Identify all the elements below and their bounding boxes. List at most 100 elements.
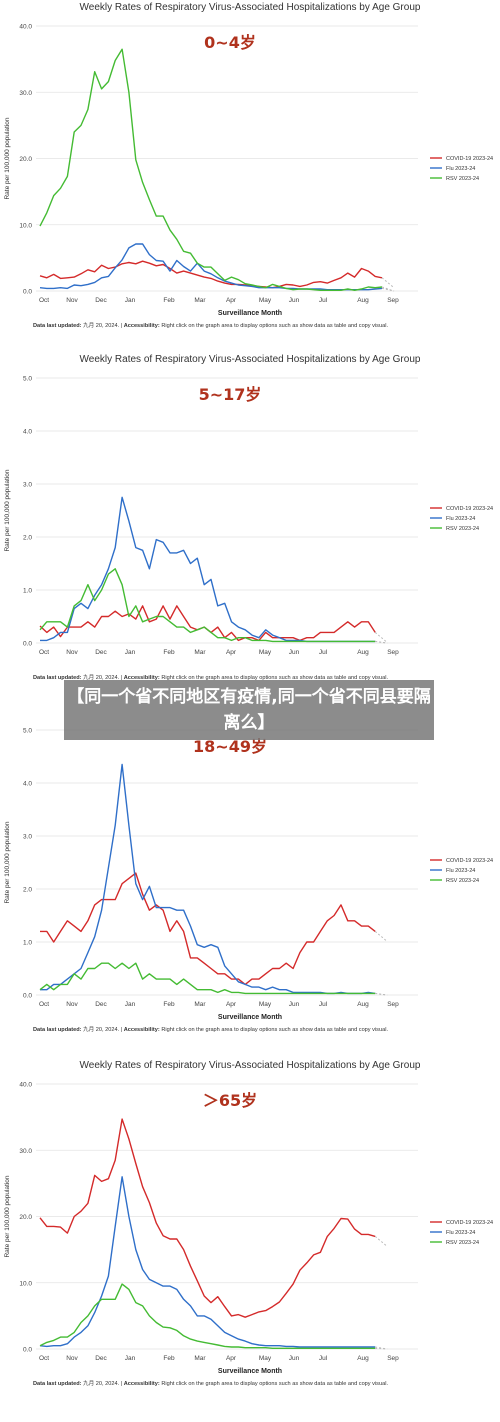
y-tick-label: 0.0	[23, 641, 32, 648]
x-tick-label: Oct	[39, 297, 49, 304]
footnote-accessibility-text: Right click on the graph area to display…	[159, 675, 389, 681]
legend-label: Flu 2023-24	[446, 868, 475, 874]
legend-label: Flu 2023-24	[446, 516, 475, 522]
footnote: Data last updated: 九月 20, 2024. | Access…	[33, 673, 388, 681]
projection-dots	[374, 931, 388, 942]
x-tick-label: Nov	[66, 1355, 78, 1362]
overlay-banner: 【同一个省不同地区有疫情,同一个省不同县要隔离么】	[64, 680, 434, 740]
x-tick-label: Feb	[163, 1355, 175, 1362]
legend-label: COVID-19 2023-24	[446, 858, 493, 864]
y-tick-label: 0.0	[23, 289, 32, 296]
series-line-flu	[40, 763, 376, 995]
age-group-label: 18~49岁	[193, 737, 267, 756]
projection-dots	[374, 632, 388, 643]
x-tick-label: Mar	[194, 649, 206, 656]
x-tick-label: Sep	[387, 1001, 399, 1008]
chart-svg: Weekly Rates of Respiratory Virus-Associ…	[4, 1060, 493, 1375]
footnote-accessibility-label: Accessibility:	[123, 675, 160, 681]
x-tick-label: May	[259, 297, 272, 304]
footnote-date: 九月 20, 2024. |	[81, 323, 124, 329]
legend-label: RSV 2023-24	[446, 878, 479, 884]
x-tick-label: Sep	[387, 297, 399, 304]
x-tick-label: Jun	[289, 297, 300, 304]
y-tick-label: 3.0	[23, 834, 32, 841]
footnote-accessibility-text: Right click on the graph area to display…	[159, 1381, 389, 1387]
y-tick-label: 5.0	[23, 376, 32, 383]
x-tick-label: Dec	[95, 297, 107, 304]
x-tick-label: Dec	[95, 1001, 107, 1008]
x-tick-label: Feb	[163, 649, 175, 656]
series-line-flu	[40, 496, 376, 643]
y-tick-label: 20.0	[19, 156, 32, 163]
chart-title: Weekly Rates of Respiratory Virus-Associ…	[80, 1060, 421, 1071]
footnote: Data last updated: 九月 20, 2024. | Access…	[33, 1379, 388, 1387]
y-tick-label: 3.0	[23, 482, 32, 489]
chart-title: Weekly Rates of Respiratory Virus-Associ…	[80, 354, 421, 365]
y-tick-label: 4.0	[23, 429, 32, 436]
legend-label: RSV 2023-24	[446, 176, 479, 182]
x-tick-label: Jun	[289, 649, 300, 656]
chart-title: Weekly Rates of Respiratory Virus-Associ…	[80, 2, 421, 13]
x-tick-label: Dec	[95, 1355, 107, 1362]
y-tick-label: 40.0	[19, 24, 32, 31]
age-group-label: ＞65岁	[203, 1091, 257, 1110]
chart-panel-3[interactable]: 18~49岁 0.0 1.0 2.0 3.0 4.0 5.0 Rate per 100,000…	[0, 704, 500, 1056]
footnote-updated-label: Data last updated:	[33, 323, 82, 329]
x-axis-title: Surveillance Month	[218, 1014, 282, 1021]
y-tick-label: 30.0	[19, 1148, 32, 1155]
series-line-rsv	[39, 962, 376, 995]
x-axis-title: Surveillance Month	[218, 1368, 282, 1375]
chart-svg: 18~49岁 0.0 1.0 2.0 3.0 4.0 5.0 Rate per 100,000…	[4, 728, 493, 1022]
x-tick-label: Jun	[289, 1001, 300, 1008]
y-axis-title: Rate per 100,000 population	[4, 469, 11, 551]
x-tick-label: Mar	[194, 1001, 206, 1008]
x-tick-label: Oct	[39, 1001, 49, 1008]
series-line-covid	[39, 1118, 376, 1318]
series-line-covid	[40, 872, 376, 986]
x-tick-label: Dec	[95, 649, 107, 656]
y-tick-label: 20.0	[19, 1214, 32, 1221]
x-tick-label: Aug	[357, 297, 369, 304]
x-tick-label: Jan	[125, 649, 136, 656]
x-tick-label: Nov	[66, 1001, 78, 1008]
footnote-updated-label: Data last updated:	[33, 1381, 82, 1387]
x-tick-label: Feb	[163, 1001, 175, 1008]
y-tick-label: 1.0	[23, 588, 32, 595]
x-tick-label: Mar	[194, 297, 206, 304]
chart-panel-2[interactable]: Weekly Rates of Respiratory Virus-Associ…	[0, 352, 500, 704]
footnote-updated-label: Data last updated:	[33, 675, 82, 681]
series-line-flu	[39, 243, 383, 291]
x-tick-label: Jul	[319, 1355, 328, 1362]
x-tick-label: Aug	[357, 649, 369, 656]
y-axis-title: Rate per 100,000 population	[4, 1175, 11, 1257]
footnote-updated-label: Data last updated:	[33, 1027, 82, 1033]
footnote-accessibility-label: Accessibility:	[123, 1027, 160, 1033]
x-tick-label: Jan	[125, 1355, 136, 1362]
x-tick-label: Nov	[66, 297, 78, 304]
x-tick-label: Oct	[39, 649, 49, 656]
x-tick-label: Mar	[194, 1355, 206, 1362]
footnote-accessibility-label: Accessibility:	[123, 1381, 160, 1387]
chart-panel-1[interactable]: Weekly Rates of Respiratory Virus-Associ…	[0, 0, 500, 352]
x-axis-title: Surveillance Month	[218, 310, 282, 317]
x-tick-label: Nov	[66, 649, 78, 656]
legend-label: RSV 2023-24	[446, 526, 479, 532]
legend-label: Flu 2023-24	[446, 166, 475, 172]
footnote-date: 九月 20, 2024. |	[81, 1027, 124, 1033]
legend-label: RSV 2023-24	[446, 1240, 479, 1246]
chart-svg: Weekly Rates of Respiratory Virus-Associ…	[4, 354, 493, 656]
banner-text: 【同一个省不同地区有疫情,同一个省不同县要隔离么】	[67, 687, 431, 733]
x-tick-label: May	[259, 1355, 272, 1362]
x-tick-label: Jan	[125, 297, 136, 304]
projection-dots	[381, 277, 395, 289]
series-line-rsv	[39, 1283, 376, 1349]
x-tick-label: Oct	[39, 1355, 49, 1362]
legend-label: Flu 2023-24	[446, 1230, 475, 1236]
chart-svg: Weekly Rates of Respiratory Virus-Associ…	[4, 2, 493, 317]
footnote: Data last updated: 九月 20, 2024. | Access…	[33, 321, 388, 329]
chart-panel-4[interactable]: Weekly Rates of Respiratory Virus-Associ…	[0, 1058, 500, 1410]
x-tick-label: Sep	[387, 1355, 399, 1362]
series-line-covid	[39, 605, 376, 642]
y-tick-label: 2.0	[23, 535, 32, 542]
y-tick-label: 0.0	[23, 1347, 32, 1354]
